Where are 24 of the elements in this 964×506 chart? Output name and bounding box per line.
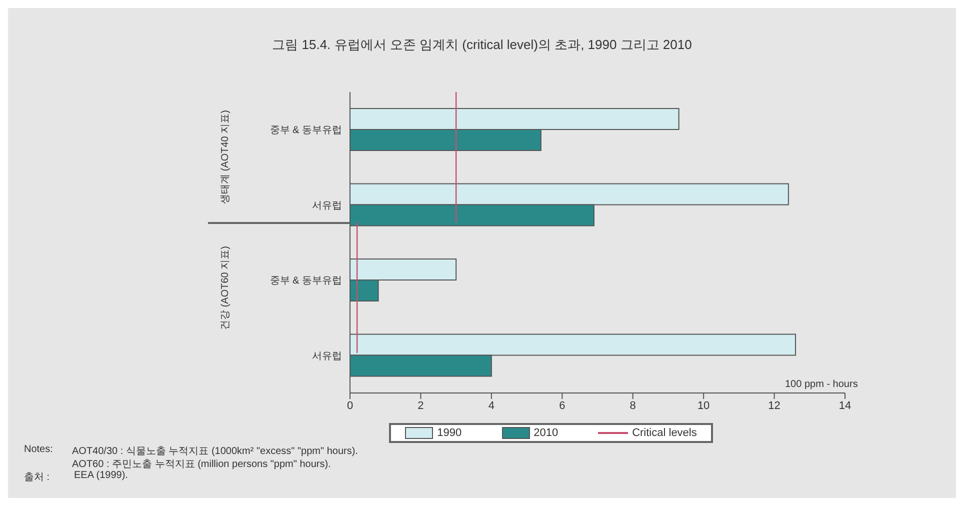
x-tick-label: 0 bbox=[346, 400, 354, 412]
y-tick-label: 중부 & 동부유럽 bbox=[270, 125, 342, 136]
text: Notes: bbox=[24, 444, 53, 455]
x-tick-label: 14 bbox=[838, 400, 852, 412]
y-tick-label: 서유럽 bbox=[312, 350, 342, 362]
y-tick-label: 중부 & 동부유럽 bbox=[270, 276, 342, 287]
legend-label: 1990 bbox=[436, 427, 462, 439]
chart-title: 그림 15.4. 유럽에서 오존 임계치 (critical level)의 초과, 1990 그리고 2010 bbox=[271, 36, 693, 54]
x-tick-label: 12 bbox=[768, 400, 780, 412]
x-tick-label: 10 bbox=[697, 400, 710, 412]
y-tick-label: 서유럽 bbox=[312, 200, 342, 212]
x-axis-title: 100 ppm - hours bbox=[785, 379, 858, 390]
text: 건강 (AOT60 지표) bbox=[219, 244, 232, 332]
x-tick-label: 8 bbox=[630, 400, 636, 412]
text: AOT40/30 : 식물노출 누적지표 (1000km² "excess" "ppm" hours). bbox=[72, 445, 358, 458]
legend-label: 2010 bbox=[532, 427, 558, 439]
x-tick-label: 6 bbox=[559, 400, 566, 412]
legend-label: Critical levels bbox=[631, 427, 697, 439]
x-tick-label: 2 bbox=[418, 400, 424, 412]
text: EEA (1999). bbox=[74, 470, 128, 481]
text: AOT60 : 주민노출 누적지표 (million persons "ppm" hours). bbox=[72, 458, 331, 470]
source-note: 출처 : bbox=[24, 471, 50, 484]
x-tick-label: 4 bbox=[488, 400, 494, 412]
text: 생태계 (AOT40 지표) bbox=[219, 109, 232, 206]
